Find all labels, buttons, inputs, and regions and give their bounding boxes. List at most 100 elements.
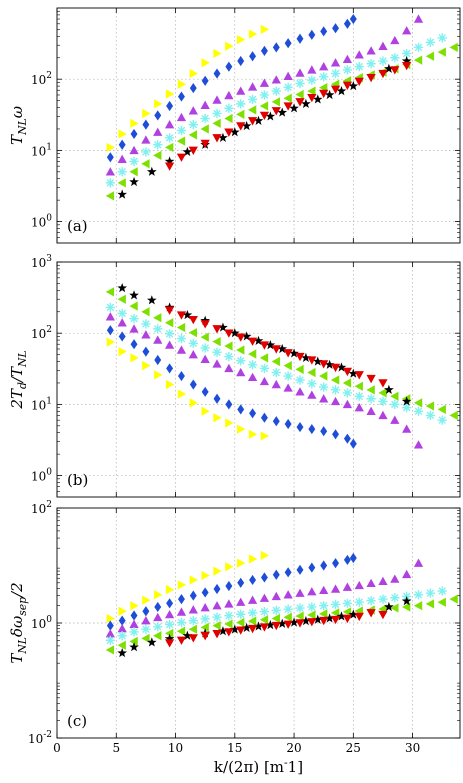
data-point [320,26,328,37]
data-point [130,118,139,128]
data-point [248,429,258,439]
data-point [265,340,276,350]
data-point [142,606,150,617]
data-point [117,647,128,658]
data-point [402,403,412,413]
data-point [247,616,257,626]
series-0 [106,337,270,441]
data-point [384,63,394,73]
data-point [154,590,163,600]
data-point [118,129,127,139]
data-point [188,120,198,130]
data-point [176,136,186,146]
data-point [425,599,435,609]
data-point [176,153,187,162]
y-tick-label: 10-2 [28,730,52,746]
data-point [384,384,394,394]
data-point [247,595,258,604]
data-point [189,379,197,390]
data-point [188,315,198,325]
data-point [413,398,423,408]
data-point [212,118,221,128]
data-point [164,633,175,643]
data-point [413,440,424,449]
data-point [319,360,329,369]
data-point [105,178,115,188]
data-point [189,398,198,408]
data-point [265,111,276,121]
data-point [307,65,317,74]
data-point [319,89,329,99]
data-point [146,637,157,647]
data-point [336,611,347,621]
data-point [449,594,458,604]
data-point [153,324,163,334]
data-point [277,107,288,117]
data-point [153,140,163,150]
y-tick-label: 102 [31,71,52,87]
data-point [307,75,317,85]
data-point [106,620,114,631]
data-point [378,41,388,50]
data-point [249,408,257,419]
data-point [176,607,187,616]
data-point [224,351,234,362]
data-point [117,178,126,188]
data-point [141,147,151,157]
data-point [224,611,234,621]
y-axis-label: TNLδωsep/2 [8,582,29,663]
data-point [283,620,293,629]
data-point [348,368,359,378]
series-1 [106,552,357,631]
data-point [105,287,115,297]
data-point [271,86,281,96]
data-point [106,142,115,153]
data-point [225,580,233,592]
data-point [378,576,388,586]
data-point [402,424,412,433]
data-point [212,337,221,347]
data-point [259,606,270,617]
data-point [307,618,317,627]
data-point [141,135,151,144]
data-point [118,606,127,616]
data-point [229,328,240,338]
data-point [437,586,447,596]
data-point [106,613,115,624]
data-point [260,550,270,560]
data-point [182,146,193,157]
data-point [225,41,234,51]
data-point [378,410,388,420]
data-point [307,610,316,620]
y-tick-label: 102 [31,325,52,341]
data-point [141,624,151,634]
data-point [248,554,258,564]
data-point [188,338,198,348]
data-point [117,631,127,641]
data-point [259,376,270,386]
data-point [154,99,163,109]
data-point [153,127,163,136]
data-point [312,356,323,366]
x-tick-label: 5 [112,741,120,755]
data-point [142,119,150,130]
data-point [366,406,376,415]
data-point [378,594,388,604]
data-point [342,582,353,591]
data-point [166,363,174,374]
data-point [212,621,221,631]
data-point [283,612,292,622]
data-point [129,627,139,637]
data-point [295,603,305,613]
data-point [271,621,281,631]
data-point [319,394,329,403]
data-point [289,103,299,113]
data-point [330,615,341,625]
data-point [130,610,138,621]
data-point [177,389,187,399]
data-point [283,604,293,614]
data-point [259,90,270,100]
data-point [449,42,458,52]
data-point [141,633,150,644]
data-point [129,145,139,155]
